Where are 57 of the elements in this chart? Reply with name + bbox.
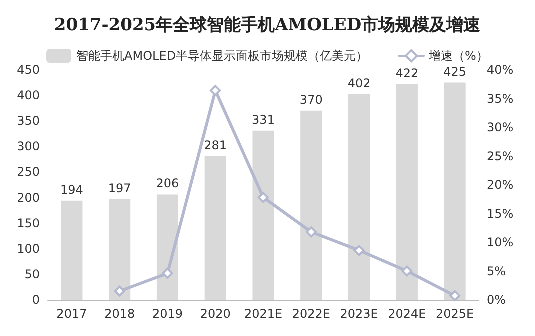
point	[258, 192, 269, 204]
y2-tick-label: 25%	[487, 149, 514, 164]
y2-tick-label: 0%	[487, 293, 506, 307]
x-tick-label: 2020	[200, 307, 231, 321]
x-tick-label: 2017	[56, 307, 88, 321]
point	[306, 226, 317, 238]
x-tick-label: 2022E	[292, 307, 330, 321]
data-label: 331	[252, 112, 275, 127]
point	[450, 290, 461, 302]
point	[354, 245, 365, 256]
y-tick-label: 400	[17, 88, 40, 103]
bar	[348, 94, 370, 300]
y2-tick-label: 30%	[487, 120, 514, 134]
bar	[300, 110, 322, 300]
legend-label: 智能手机AMOLED半导体显示面板市场规模（亿美元）	[76, 49, 368, 63]
x-tick-label: 2025E	[436, 307, 474, 321]
data-label: 402	[348, 76, 371, 91]
bar	[61, 200, 83, 300]
y-tick-label: 100	[17, 242, 40, 256]
y2-tick-label: 15%	[487, 206, 514, 221]
y-tick-label: 300	[17, 140, 40, 154]
y-tick-label: 250	[17, 165, 40, 180]
data-label: 206	[156, 176, 180, 191]
bar	[204, 156, 226, 300]
y-tick-label: 200	[17, 190, 40, 205]
y2-tick-label: 40%	[487, 63, 514, 77]
y-tick-label: 450	[17, 63, 40, 77]
data-label: 370	[300, 92, 323, 107]
x-tick-label: 2019	[152, 307, 183, 321]
data-label: 194	[60, 182, 84, 197]
data-label: 425	[444, 64, 467, 79]
y-tick-label: 350	[17, 114, 40, 128]
y2-tick-label: 20%	[487, 178, 514, 192]
y-tick-label: 50	[24, 267, 40, 282]
point	[114, 286, 126, 297]
y2-tick-label: 10%	[487, 236, 514, 250]
data-label: 422	[396, 66, 419, 80]
chart-title: 2017-2025年全球智能手机AMOLED市场规模及增速	[54, 16, 481, 36]
data-label: 281	[204, 138, 228, 152]
point	[162, 268, 174, 280]
y2-tick-label: 5%	[487, 264, 506, 278]
x-tick-label: 2023E	[340, 307, 378, 321]
point	[210, 85, 222, 96]
x-tick-label: 2021E	[244, 307, 283, 321]
y2-tick-label: 35%	[487, 92, 514, 106]
x-tick-label: 2018	[104, 307, 136, 321]
bar	[252, 130, 274, 300]
bar	[156, 194, 178, 300]
y-tick-label: 150	[17, 216, 40, 230]
bar	[109, 199, 131, 300]
x-tick-label: 2024E	[388, 307, 426, 321]
legend-label: 增速（%）	[428, 49, 488, 63]
y-tick-label: 0	[32, 293, 40, 307]
bar	[444, 82, 466, 300]
bar	[396, 84, 418, 300]
data-label: 197	[108, 181, 132, 196]
point	[402, 266, 413, 277]
